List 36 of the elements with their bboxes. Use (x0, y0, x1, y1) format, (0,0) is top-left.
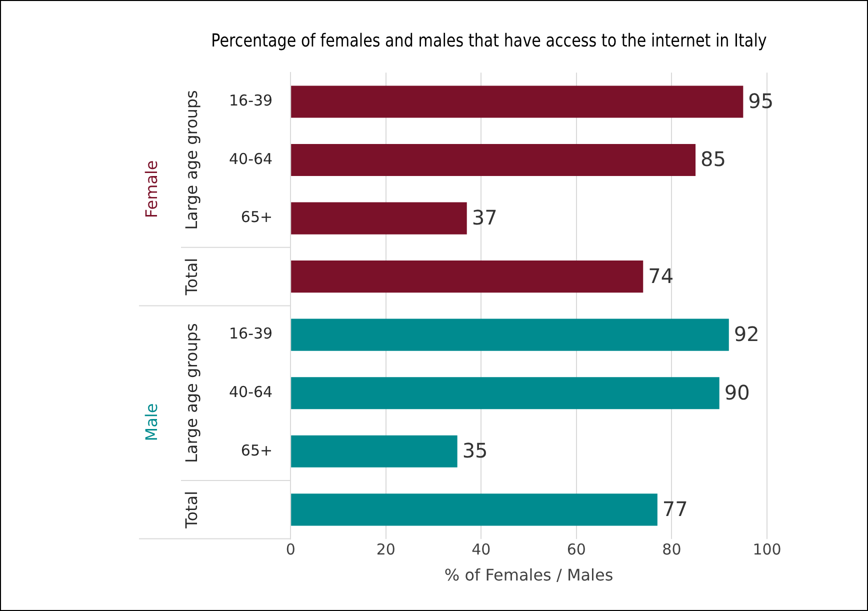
data-label: 74 (648, 264, 674, 288)
data-label: 37 (472, 205, 498, 230)
bar (291, 202, 467, 234)
data-label: 35 (462, 438, 488, 463)
x-tick-label: 20 (376, 540, 396, 559)
x-tick-label: 40 (472, 540, 491, 559)
x-tick-label: 0 (286, 540, 296, 559)
text: Large age groups (182, 90, 202, 230)
x-axis-title: % of Females / Males (444, 566, 614, 585)
bar (291, 86, 744, 118)
data-label: 95 (748, 88, 774, 113)
x-tick-label: 80 (662, 540, 682, 559)
data-label: 90 (724, 380, 750, 404)
chart-title: Percentage of females and males that have access to the internet in Italy (211, 30, 767, 51)
y-tick-label: 40-64 (228, 383, 273, 402)
x-tick-label: 60 (566, 540, 586, 559)
data-label: 92 (734, 322, 760, 346)
bar (291, 494, 658, 526)
text: Male (142, 403, 162, 442)
text: Total (182, 258, 202, 296)
bar (291, 144, 696, 176)
bar (291, 260, 644, 293)
x-tick-label: 100 (752, 540, 782, 559)
data-label: 77 (662, 496, 688, 521)
text: Total (182, 490, 202, 528)
text: Female (142, 160, 162, 218)
y-tick-label: 16-39 (228, 92, 273, 110)
y-tick-label: 16-39 (228, 324, 273, 343)
bar (291, 377, 720, 410)
bar (291, 318, 729, 351)
bar (291, 435, 458, 468)
y-tick-label: 40-64 (228, 150, 273, 168)
text: Large age groups (182, 323, 202, 464)
data-label: 85 (700, 147, 726, 172)
y-tick-label: 65+ (240, 208, 273, 226)
y-tick-label: 65+ (240, 441, 273, 460)
